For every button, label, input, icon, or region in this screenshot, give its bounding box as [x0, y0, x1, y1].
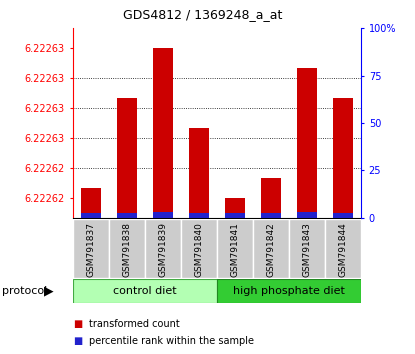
Bar: [333, 213, 353, 218]
FancyBboxPatch shape: [289, 219, 325, 278]
Bar: [261, 178, 281, 218]
Bar: [81, 213, 100, 218]
Bar: [297, 212, 317, 218]
FancyBboxPatch shape: [145, 219, 181, 278]
Text: GSM791840: GSM791840: [194, 222, 203, 277]
Text: GSM791843: GSM791843: [303, 222, 312, 277]
Bar: [217, 279, 361, 303]
FancyBboxPatch shape: [217, 219, 253, 278]
Bar: [73, 279, 217, 303]
Bar: [333, 98, 353, 218]
Text: GSM791839: GSM791839: [158, 222, 167, 277]
Bar: [225, 213, 245, 218]
Text: percentile rank within the sample: percentile rank within the sample: [89, 336, 254, 346]
Text: GSM791841: GSM791841: [230, 222, 239, 277]
Text: transformed count: transformed count: [89, 319, 180, 329]
Text: ▶: ▶: [44, 284, 54, 297]
Bar: [189, 213, 209, 218]
Bar: [153, 212, 173, 218]
FancyBboxPatch shape: [109, 219, 145, 278]
Text: GSM791838: GSM791838: [122, 222, 131, 277]
Bar: [297, 68, 317, 218]
Bar: [225, 198, 245, 218]
FancyBboxPatch shape: [253, 219, 289, 278]
Text: GSM791842: GSM791842: [266, 222, 276, 276]
Bar: [153, 48, 173, 218]
Bar: [189, 128, 209, 218]
Text: control diet: control diet: [113, 286, 176, 296]
Bar: [117, 98, 137, 218]
Text: GSM791837: GSM791837: [86, 222, 95, 277]
FancyBboxPatch shape: [325, 219, 361, 278]
FancyBboxPatch shape: [181, 219, 217, 278]
Text: GSM791844: GSM791844: [339, 222, 347, 276]
FancyBboxPatch shape: [73, 219, 109, 278]
Bar: [81, 188, 100, 218]
Text: GDS4812 / 1369248_a_at: GDS4812 / 1369248_a_at: [123, 8, 282, 21]
Text: protocol: protocol: [2, 286, 47, 296]
Text: ■: ■: [73, 319, 82, 329]
Bar: [117, 213, 137, 218]
Bar: [261, 213, 281, 218]
Text: high phosphate diet: high phosphate diet: [233, 286, 345, 296]
Text: ■: ■: [73, 336, 82, 346]
